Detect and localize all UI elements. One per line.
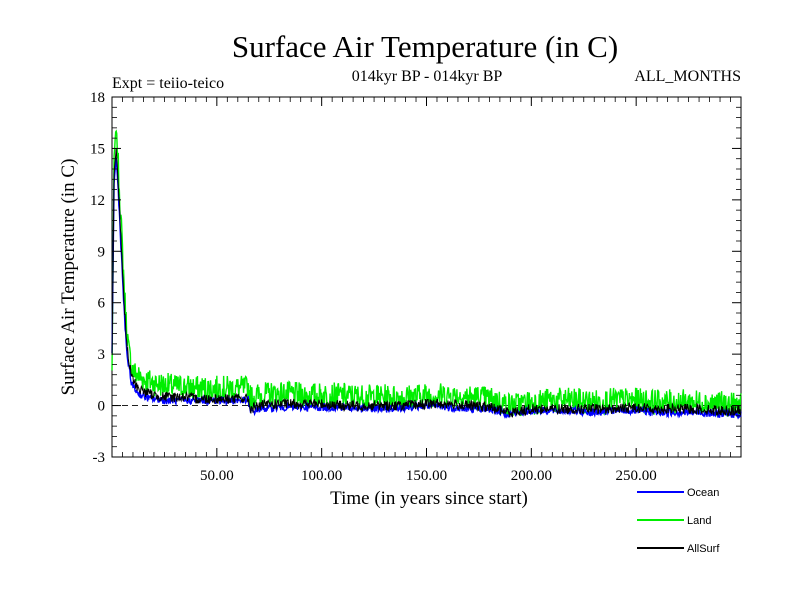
legend: Ocean Land AllSurf [637, 487, 720, 555]
series-line-allsurf [111, 148, 742, 418]
x-tick-label: 250.00 [616, 468, 657, 484]
legend-label-land: Land [687, 515, 711, 527]
y-tick-label: 3 [98, 347, 106, 363]
x-tick-label: 50.00 [200, 468, 234, 484]
y-axis-label: Surface Air Temperature (in C) [58, 159, 79, 396]
tick-labels-group: 50.00 100.00 150.00 200.00 250.00 -3 0 3 6 9 12 15 1… [90, 90, 657, 484]
series-line-ocean [111, 157, 742, 420]
y-tick-label: -3 [93, 450, 106, 466]
y-tick-label: 18 [90, 90, 105, 106]
legend-label-ocean: Ocean [687, 487, 719, 499]
y-tick-label: 15 [90, 141, 105, 157]
x-tick-label: 100.00 [301, 468, 342, 484]
experiment-label: Expt = teiio-teico [112, 75, 224, 92]
x-tick-label: 200.00 [511, 468, 552, 484]
y-tick-label: 6 [98, 296, 106, 312]
chart-title: Surface Air Temperature (in C) [232, 29, 618, 64]
ticks-group [112, 96, 741, 458]
y-tick-label: 12 [90, 193, 105, 209]
series-group [111, 129, 742, 420]
legend-label-allsurf: AllSurf [687, 543, 720, 555]
x-axis-label: Time (in years since start) [330, 488, 528, 509]
chart-subtitle: 014kyr BP - 014kyr BP [352, 68, 503, 85]
months-label: ALL_MONTHS [634, 68, 741, 85]
x-tick-label: 150.00 [406, 468, 447, 484]
series-line-land [111, 129, 742, 418]
y-tick-label: 9 [98, 244, 106, 260]
y-tick-label: 0 [98, 399, 106, 415]
